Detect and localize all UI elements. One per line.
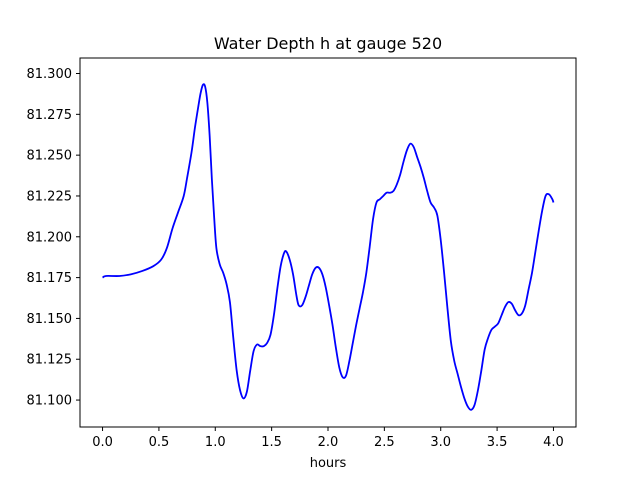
y-tick-label: 81.300 [27, 67, 73, 82]
y-tick-label: 81.100 [27, 394, 73, 409]
water-depth-series-line [102, 83, 555, 411]
y-axis-ticks: 81.100 81.125 81.150 81.175 81.200 81.225 81.2… [27, 67, 80, 409]
x-tick-label: 1.0 [205, 435, 226, 450]
x-tick-label: 3.5 [487, 435, 508, 450]
x-tick-label: 3.0 [430, 435, 451, 450]
y-tick-label: 81.275 [27, 108, 73, 123]
x-tick-label: 0.0 [92, 435, 113, 450]
x-tick-label: 4.0 [543, 435, 564, 450]
y-tick-label: 81.225 [27, 189, 73, 204]
x-axis-label: hours [310, 456, 347, 471]
y-tick-label: 81.125 [27, 353, 73, 368]
y-tick-label: 81.150 [27, 312, 73, 327]
y-tick-label: 81.175 [27, 271, 73, 286]
x-tick-label: 2.0 [318, 435, 339, 450]
chart-title: Water Depth h at gauge 520 [214, 34, 442, 53]
x-tick-label: 0.5 [149, 435, 170, 450]
x-axis-ticks: 0.0 0.5 1.0 1.5 2.0 2.5 3.0 3.5 4.0 [92, 427, 564, 450]
x-tick-label: 1.5 [261, 435, 282, 450]
x-tick-label: 2.5 [374, 435, 395, 450]
plot-line-layer [102, 83, 555, 411]
y-tick-label: 81.250 [27, 149, 73, 164]
y-tick-label: 81.200 [27, 230, 73, 245]
